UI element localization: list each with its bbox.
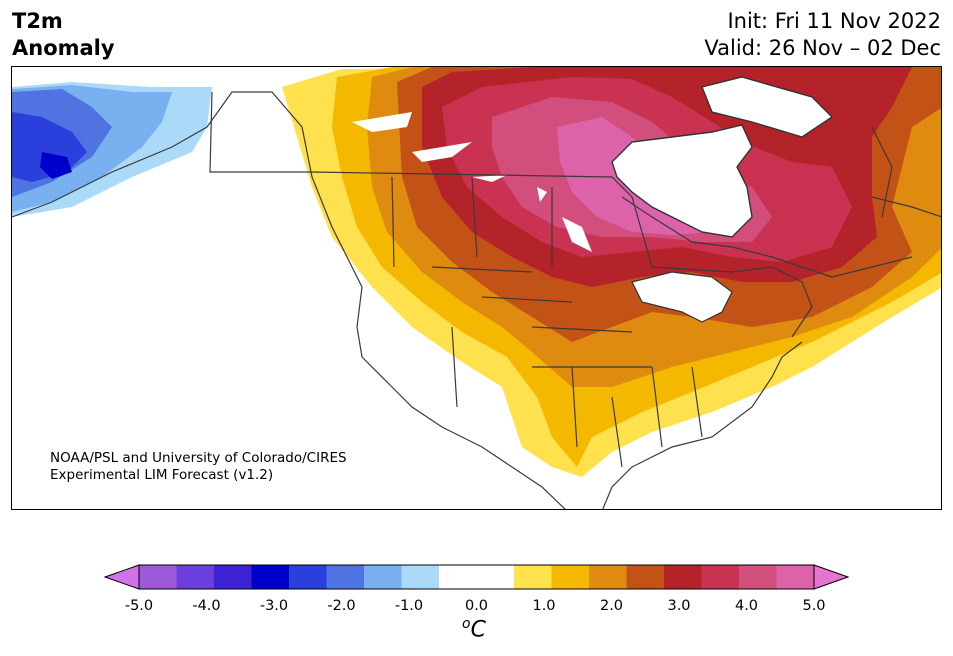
colorbar-tick-label: -1.0 <box>394 598 424 614</box>
colorbar-cell <box>439 565 477 589</box>
colorbar-tick-label: 3.0 <box>667 598 691 614</box>
colorbar-cell <box>176 565 215 589</box>
init-date: Init: Fri 11 Nov 2022 <box>727 9 941 33</box>
great-lakes <box>631 271 733 323</box>
colorbar-cell <box>214 565 252 589</box>
colorbar-cell <box>326 565 365 589</box>
colorbar-cell <box>551 565 590 589</box>
colorbar-tick-label: 2.0 <box>599 598 624 614</box>
colorbar-tick-label: 5.0 <box>802 598 826 614</box>
colorbar-tick-label: -3.0 <box>259 598 289 614</box>
colorbar-cell <box>514 565 552 589</box>
unit-superscript: o <box>462 616 471 632</box>
colorbar-tick-label: -2.0 <box>327 598 356 614</box>
title-left: T2m Anomaly <box>12 8 115 62</box>
map-svg <box>12 67 941 509</box>
colorbar-frame <box>138 564 815 590</box>
anomaly-region-minus3c <box>40 152 72 179</box>
anomaly-map: NOAA/PSL and University of Colorado/CIRE… <box>11 66 942 510</box>
title-right: Init: Fri 11 Nov 2022 Valid: 26 Nov – 02… <box>704 8 941 62</box>
credit-line1: NOAA/PSL and University of Colorado/CIRE… <box>50 450 347 466</box>
colorbar-cell <box>139 565 177 589</box>
colorbar-tick-label: -4.0 <box>192 598 221 614</box>
colorbar-cell <box>401 565 440 589</box>
credit-line2: Experimental LIM Forecast (v1.2) <box>50 467 274 483</box>
colorbar-tick-label: -5.0 <box>124 598 154 614</box>
hudson-bay <box>611 124 753 238</box>
colorbar-cell <box>664 565 702 589</box>
baffin-water <box>701 76 834 138</box>
canadian-lakes <box>352 112 592 252</box>
colorbar-cell <box>289 565 327 589</box>
colorbar-cell <box>739 565 777 589</box>
colorbar-cell <box>776 565 815 589</box>
unit-letter: C <box>470 617 486 643</box>
colorbar-unit: oC <box>462 616 486 642</box>
colorbar-cell <box>476 565 515 589</box>
boundaries <box>12 91 941 509</box>
colorbar-cell <box>589 565 627 589</box>
colorbar-tick-label: 1.0 <box>532 598 556 614</box>
colorbar-extend-left <box>103 564 140 590</box>
colorbar-extend-right <box>813 564 850 590</box>
map-credit: NOAA/PSL and University of Colorado/CIRE… <box>50 450 347 484</box>
colorbar-cell <box>364 565 402 589</box>
title-line2: Anomaly <box>12 36 115 60</box>
colorbar-cell <box>701 565 740 589</box>
colorbar-tick-label: 0.0 <box>464 598 489 614</box>
title-line1: T2m <box>12 9 63 33</box>
valid-range: Valid: 26 Nov – 02 Dec <box>704 36 941 60</box>
colorbar-cell <box>251 565 290 589</box>
colorbar-cell <box>626 565 665 589</box>
colorbar-tick-label: 4.0 <box>734 598 759 614</box>
